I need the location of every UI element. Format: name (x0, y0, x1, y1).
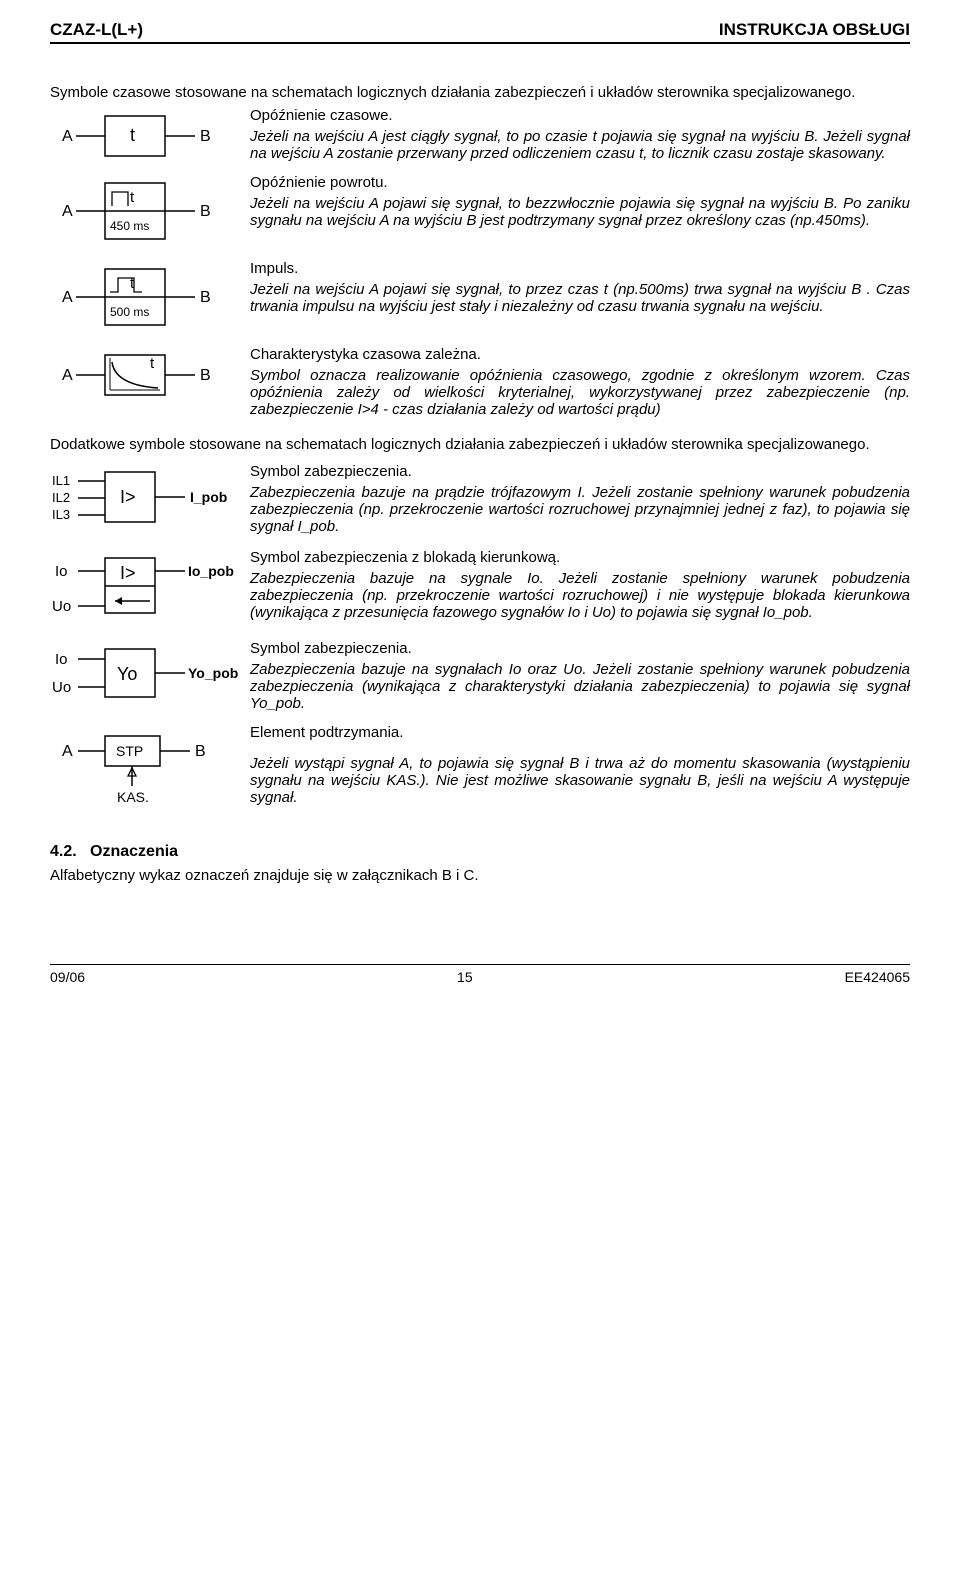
symbol-i3phase-diagram: IL1 IL2 IL3 I> I_pob (50, 463, 250, 537)
label-a: A (62, 289, 73, 306)
label-yopob: Yo_pob (188, 665, 238, 681)
subsection-title: Oznaczenia (90, 843, 178, 860)
label-b: B (195, 743, 206, 760)
symbol-yo-diagram: Io Uo Yo Yo_pob (50, 640, 250, 704)
symbol-idir-diagram: Io Uo I> Io_pob (50, 549, 250, 628)
symbol-idir-text: Symbol zabezpieczenia z blokadą kierunko… (250, 549, 910, 621)
symbol-dependent-diagram: A t B (50, 346, 250, 400)
footer-center: 15 (457, 969, 473, 985)
symbol-row-i3phase: IL1 IL2 IL3 I> I_pob Symbol zabezpieczen… (50, 463, 910, 537)
label-a: A (62, 203, 73, 220)
label-b: B (200, 289, 211, 306)
label-t: t (130, 125, 135, 145)
symbol-yo-text: Symbol zabezpieczenia. Zabezpieczenia ba… (250, 640, 910, 712)
symbol-stp-diagram: A STP B KAS. (50, 724, 250, 813)
symbol-yo-title: Symbol zabezpieczenia. (250, 640, 910, 657)
subsection-body: Alfabetyczny wykaz oznaczeń znajduje się… (50, 867, 910, 884)
symbol-impulse-title: Impuls. (250, 260, 910, 277)
page-footer: 09/06 15 EE424065 (50, 964, 910, 985)
label-b: B (200, 203, 211, 220)
label-ipob: I_pob (190, 489, 227, 505)
label-il1: IL1 (52, 473, 70, 488)
symbol-row-delay: A t B Opóźnienie czasowe. Jeżeli na wejś… (50, 107, 910, 162)
symbol-return-desc: Jeżeli na wejściu A pojawi się sygnał, t… (250, 195, 910, 229)
label-iopob: Io_pob (188, 563, 234, 579)
symbol-impulse-text: Impuls. Jeżeli na wejściu A pojawi się s… (250, 260, 910, 315)
symbol-return-diagram: A t 450 ms B (50, 174, 250, 248)
symbol-row-yo: Io Uo Yo Yo_pob Symbol zabezpieczenia. Z… (50, 640, 910, 712)
symbol-i3phase-title: Symbol zabezpieczenia. (250, 463, 910, 480)
label-a: A (62, 367, 73, 384)
symbol-row-impulse: A t 500 ms B Impuls. Jeżeli na wejściu A… (50, 260, 910, 334)
label-yo: Yo (117, 664, 137, 684)
label-uo: Uo (52, 598, 71, 615)
label-t: t (130, 189, 135, 206)
symbol-stp-desc: Jeżeli wystąpi sygnał A, to pojawia się … (250, 755, 910, 806)
symbol-row-dependent: A t B Charakterystyka czasowa zależna. S… (50, 346, 910, 418)
symbol-return-text: Opóźnienie powrotu. Jeżeli na wejściu A … (250, 174, 910, 229)
intro2-text: Dodatkowe symbole stosowane na schematac… (50, 436, 910, 453)
symbol-delay-desc: Jeżeli na wejściu A jest ciągły sygnał, … (250, 128, 910, 162)
symbol-return-title: Opóźnienie powrotu. (250, 174, 910, 191)
label-io: Io (55, 563, 68, 580)
label-b: B (200, 367, 211, 384)
label-a: A (62, 128, 73, 145)
symbol-delay-diagram: A t B (50, 107, 250, 161)
page-header: CZAZ-L(L+) INSTRUKCJA OBSŁUGI (50, 20, 910, 44)
footer-left: 09/06 (50, 969, 85, 985)
label-il2: IL2 (52, 490, 70, 505)
symbol-yo-desc: Zabezpieczenia bazuje na sygnałach Io or… (250, 661, 910, 712)
header-left: CZAZ-L(L+) (50, 20, 143, 40)
label-t: t (150, 355, 155, 372)
label-igt: I> (120, 563, 136, 583)
header-right: INSTRUKCJA OBSŁUGI (719, 20, 910, 40)
label-il3: IL3 (52, 507, 70, 522)
symbol-idir-title: Symbol zabezpieczenia z blokadą kierunko… (250, 549, 910, 566)
symbol-impulse-diagram: A t 500 ms B (50, 260, 250, 334)
label-kas: KAS. (117, 789, 149, 805)
symbol-idir-desc: Zabezpieczenia bazuje na sygnale Io. Jeż… (250, 570, 910, 621)
symbol-dependent-desc: Symbol oznacza realizowanie opóźnienia c… (250, 367, 910, 418)
subsection-num: 4.2. (50, 843, 77, 860)
symbol-row-return: A t 450 ms B Opóźnienie powrotu. Jeżeli … (50, 174, 910, 248)
symbol-row-stp: A STP B KAS. Element podtrzymania. Jeżel… (50, 724, 910, 813)
label-450ms: 450 ms (110, 219, 149, 233)
symbol-stp-text: Element podtrzymania. Jeżeli wystąpi syg… (250, 724, 910, 806)
subsection-heading: 4.2. Oznaczenia (50, 843, 910, 861)
symbol-dependent-text: Charakterystyka czasowa zależna. Symbol … (250, 346, 910, 418)
label-b: B (200, 128, 211, 145)
symbol-dependent-title: Charakterystyka czasowa zależna. (250, 346, 910, 363)
symbol-row-idir: Io Uo I> Io_pob Symbol zabezpieczenia z … (50, 549, 910, 628)
symbol-delay-title: Opóźnienie czasowe. (250, 107, 910, 124)
footer-right: EE424065 (845, 969, 910, 985)
label-igt: I> (120, 487, 136, 507)
symbol-stp-title: Element podtrzymania. (250, 724, 910, 741)
label-500ms: 500 ms (110, 305, 149, 319)
label-uo: Uo (52, 679, 71, 696)
label-a: A (62, 743, 73, 760)
symbol-impulse-desc: Jeżeli na wejściu A pojawi się sygnał, t… (250, 281, 910, 315)
page: CZAZ-L(L+) INSTRUKCJA OBSŁUGI Symbole cz… (0, 0, 960, 1005)
intro-text: Symbole czasowe stosowane na schematach … (50, 84, 910, 101)
label-io: Io (55, 651, 68, 668)
label-stp: STP (116, 743, 143, 759)
symbol-i3phase-text: Symbol zabezpieczenia. Zabezpieczenia ba… (250, 463, 910, 535)
symbol-delay-text: Opóźnienie czasowe. Jeżeli na wejściu A … (250, 107, 910, 162)
symbol-i3phase-desc: Zabezpieczenia bazuje na prądzie trójfaz… (250, 484, 910, 535)
